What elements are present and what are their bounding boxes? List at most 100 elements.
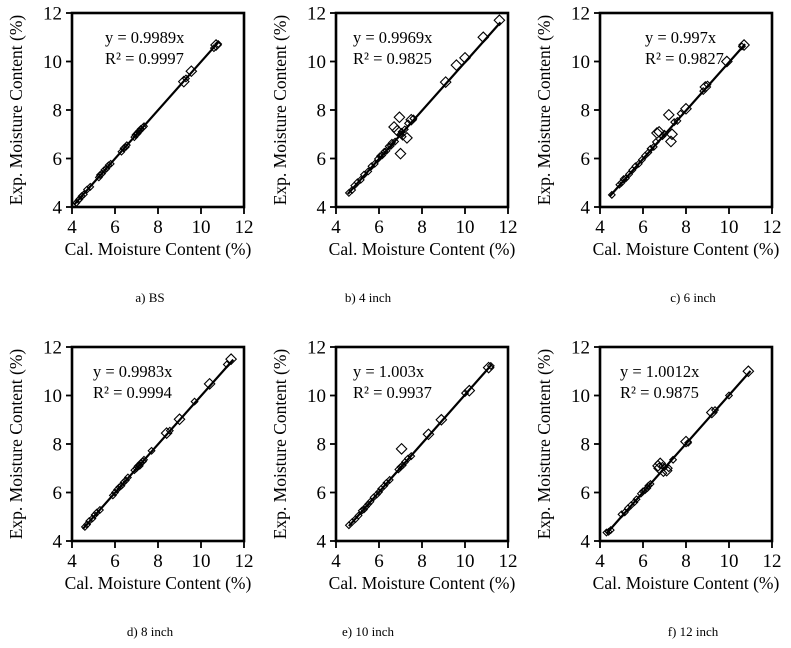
r-squared-label: R² = 0.9827	[645, 49, 724, 68]
equation-label: y = 0.9969x	[353, 28, 433, 47]
data-point-marker	[394, 147, 407, 160]
data-point-marker	[658, 132, 667, 141]
data-point-marker	[493, 14, 506, 27]
data-point-marker	[95, 505, 105, 515]
x-tick-label: 10	[456, 217, 475, 238]
data-point-marker	[380, 481, 389, 490]
y-tick-label: 10	[571, 52, 590, 73]
panel-f: Exp. Moisture Content (%) 4 6 8 10 12 4 6 8 10 12 C…	[528, 324, 791, 648]
data-point-marker	[370, 159, 379, 168]
data-point-marker	[482, 361, 495, 374]
data-point-marker	[619, 175, 628, 184]
y-axis-title: Exp. Moisture Content (%)	[534, 15, 554, 206]
data-point-marker	[486, 361, 495, 370]
x-tick-label: 12	[499, 551, 518, 572]
data-point-marker	[139, 455, 149, 464]
data-point-marker	[463, 384, 476, 397]
y-tick-label: 12	[571, 4, 590, 25]
x-tick-label: 10	[456, 551, 475, 572]
data-point-marker	[617, 510, 626, 519]
panel-f-caption: f) 12 inch	[667, 624, 719, 639]
r-squared-label: R² = 0.9937	[353, 383, 432, 402]
data-point-marker	[357, 506, 366, 515]
data-point-marker	[632, 495, 641, 504]
x-tick-label: 6	[374, 217, 384, 238]
panel-c: Exp. Moisture Content (%) 4 6 8 10 12 4 6 8 10 12 C…	[528, 0, 791, 324]
data-point-marker	[403, 454, 413, 463]
plot-frame	[70, 345, 246, 543]
data-point-marker	[115, 483, 124, 492]
data-point-marker	[646, 144, 655, 153]
data-point-marker	[121, 476, 130, 485]
panel-d-caption: d) 8 inch	[126, 624, 174, 639]
y-tick-label: 4	[317, 532, 327, 553]
data-point-marker	[646, 479, 655, 489]
data-point-marker	[651, 137, 660, 147]
data-point-marker	[90, 510, 99, 520]
data-point-marker	[214, 39, 223, 49]
data-point-marker	[705, 406, 718, 419]
data-point-marker	[222, 360, 231, 369]
data-point-marker	[366, 497, 375, 506]
data-point-marker	[123, 473, 132, 482]
x-tick-label: 4	[67, 217, 77, 238]
data-point-marker	[400, 125, 409, 134]
y-tick-label: 6	[53, 149, 63, 170]
x-tick-label: 6	[110, 217, 120, 238]
data-point-marker	[82, 520, 92, 529]
data-point-marker	[403, 119, 413, 128]
y-tick-label: 6	[581, 149, 591, 170]
data-point-marker	[362, 502, 371, 511]
data-point-marker	[742, 365, 755, 378]
x-tick-label: 8	[417, 551, 427, 572]
x-tick-label: 10	[720, 551, 739, 572]
data-point-marker	[359, 505, 369, 514]
x-tick-label: 8	[153, 217, 163, 238]
data-point-marker	[664, 464, 673, 473]
data-point-marker	[606, 526, 615, 535]
data-point-marker	[359, 170, 369, 179]
data-point-marker	[356, 175, 365, 184]
data-point-marker	[684, 438, 693, 447]
panel-a: Exp. Moisture Content (%) 4 6 8 10 12 4 6 8 10 12 C…	[0, 0, 264, 324]
y-tick-label: 8	[317, 435, 327, 456]
data-point-marker	[77, 192, 86, 201]
chart-e-svg: Exp. Moisture Content (%)4 6 8 10 124681012C…	[270, 338, 518, 594]
data-point-marker	[666, 128, 679, 141]
data-point-marker	[395, 442, 408, 455]
x-tick-label: 12	[235, 217, 254, 238]
data-point-marker	[181, 74, 191, 83]
x-tick-label: 6	[374, 551, 384, 572]
data-point-marker	[203, 377, 216, 390]
data-point-marker	[641, 485, 650, 495]
data-point-marker	[407, 452, 416, 461]
data-point-marker	[113, 485, 122, 494]
panel-e: Exp. Moisture Content (%) 4 6 8 10 12 4 6 8 10 12 C…	[264, 324, 528, 648]
data-point-marker	[636, 489, 645, 498]
data-point-marker	[405, 113, 418, 126]
data-point-marker	[396, 462, 405, 472]
data-point-marker	[615, 180, 624, 189]
equation-label: y = 1.003x	[353, 362, 425, 381]
data-point-marker	[391, 137, 400, 146]
data-point-marker	[165, 426, 174, 435]
data-point-marker	[117, 147, 126, 156]
chart-c-svg: Exp. Moisture Content (%)4 6 8 10 124681012C…	[534, 4, 782, 260]
equation-label: y = 0.9989x	[105, 28, 185, 47]
data-point-marker	[439, 76, 452, 89]
y-tick-label: 12	[307, 338, 326, 359]
plot-frame	[70, 11, 246, 209]
x-tick-label: 4	[331, 217, 341, 238]
data-point-marker	[388, 120, 401, 133]
y-tick-label: 8	[53, 101, 63, 122]
data-point-marker	[173, 413, 186, 426]
data-point-marker	[638, 487, 648, 496]
x-tick-label: 4	[595, 217, 605, 238]
y-axis-title: Exp. Moisture Content (%)	[270, 349, 290, 540]
data-point-marker	[607, 190, 616, 199]
y-tick-label: 6	[317, 483, 327, 504]
y-tick-label: 12	[43, 338, 62, 359]
y-tick-label: 8	[581, 101, 591, 122]
data-point-marker	[459, 51, 471, 64]
data-point-marker	[398, 461, 407, 470]
